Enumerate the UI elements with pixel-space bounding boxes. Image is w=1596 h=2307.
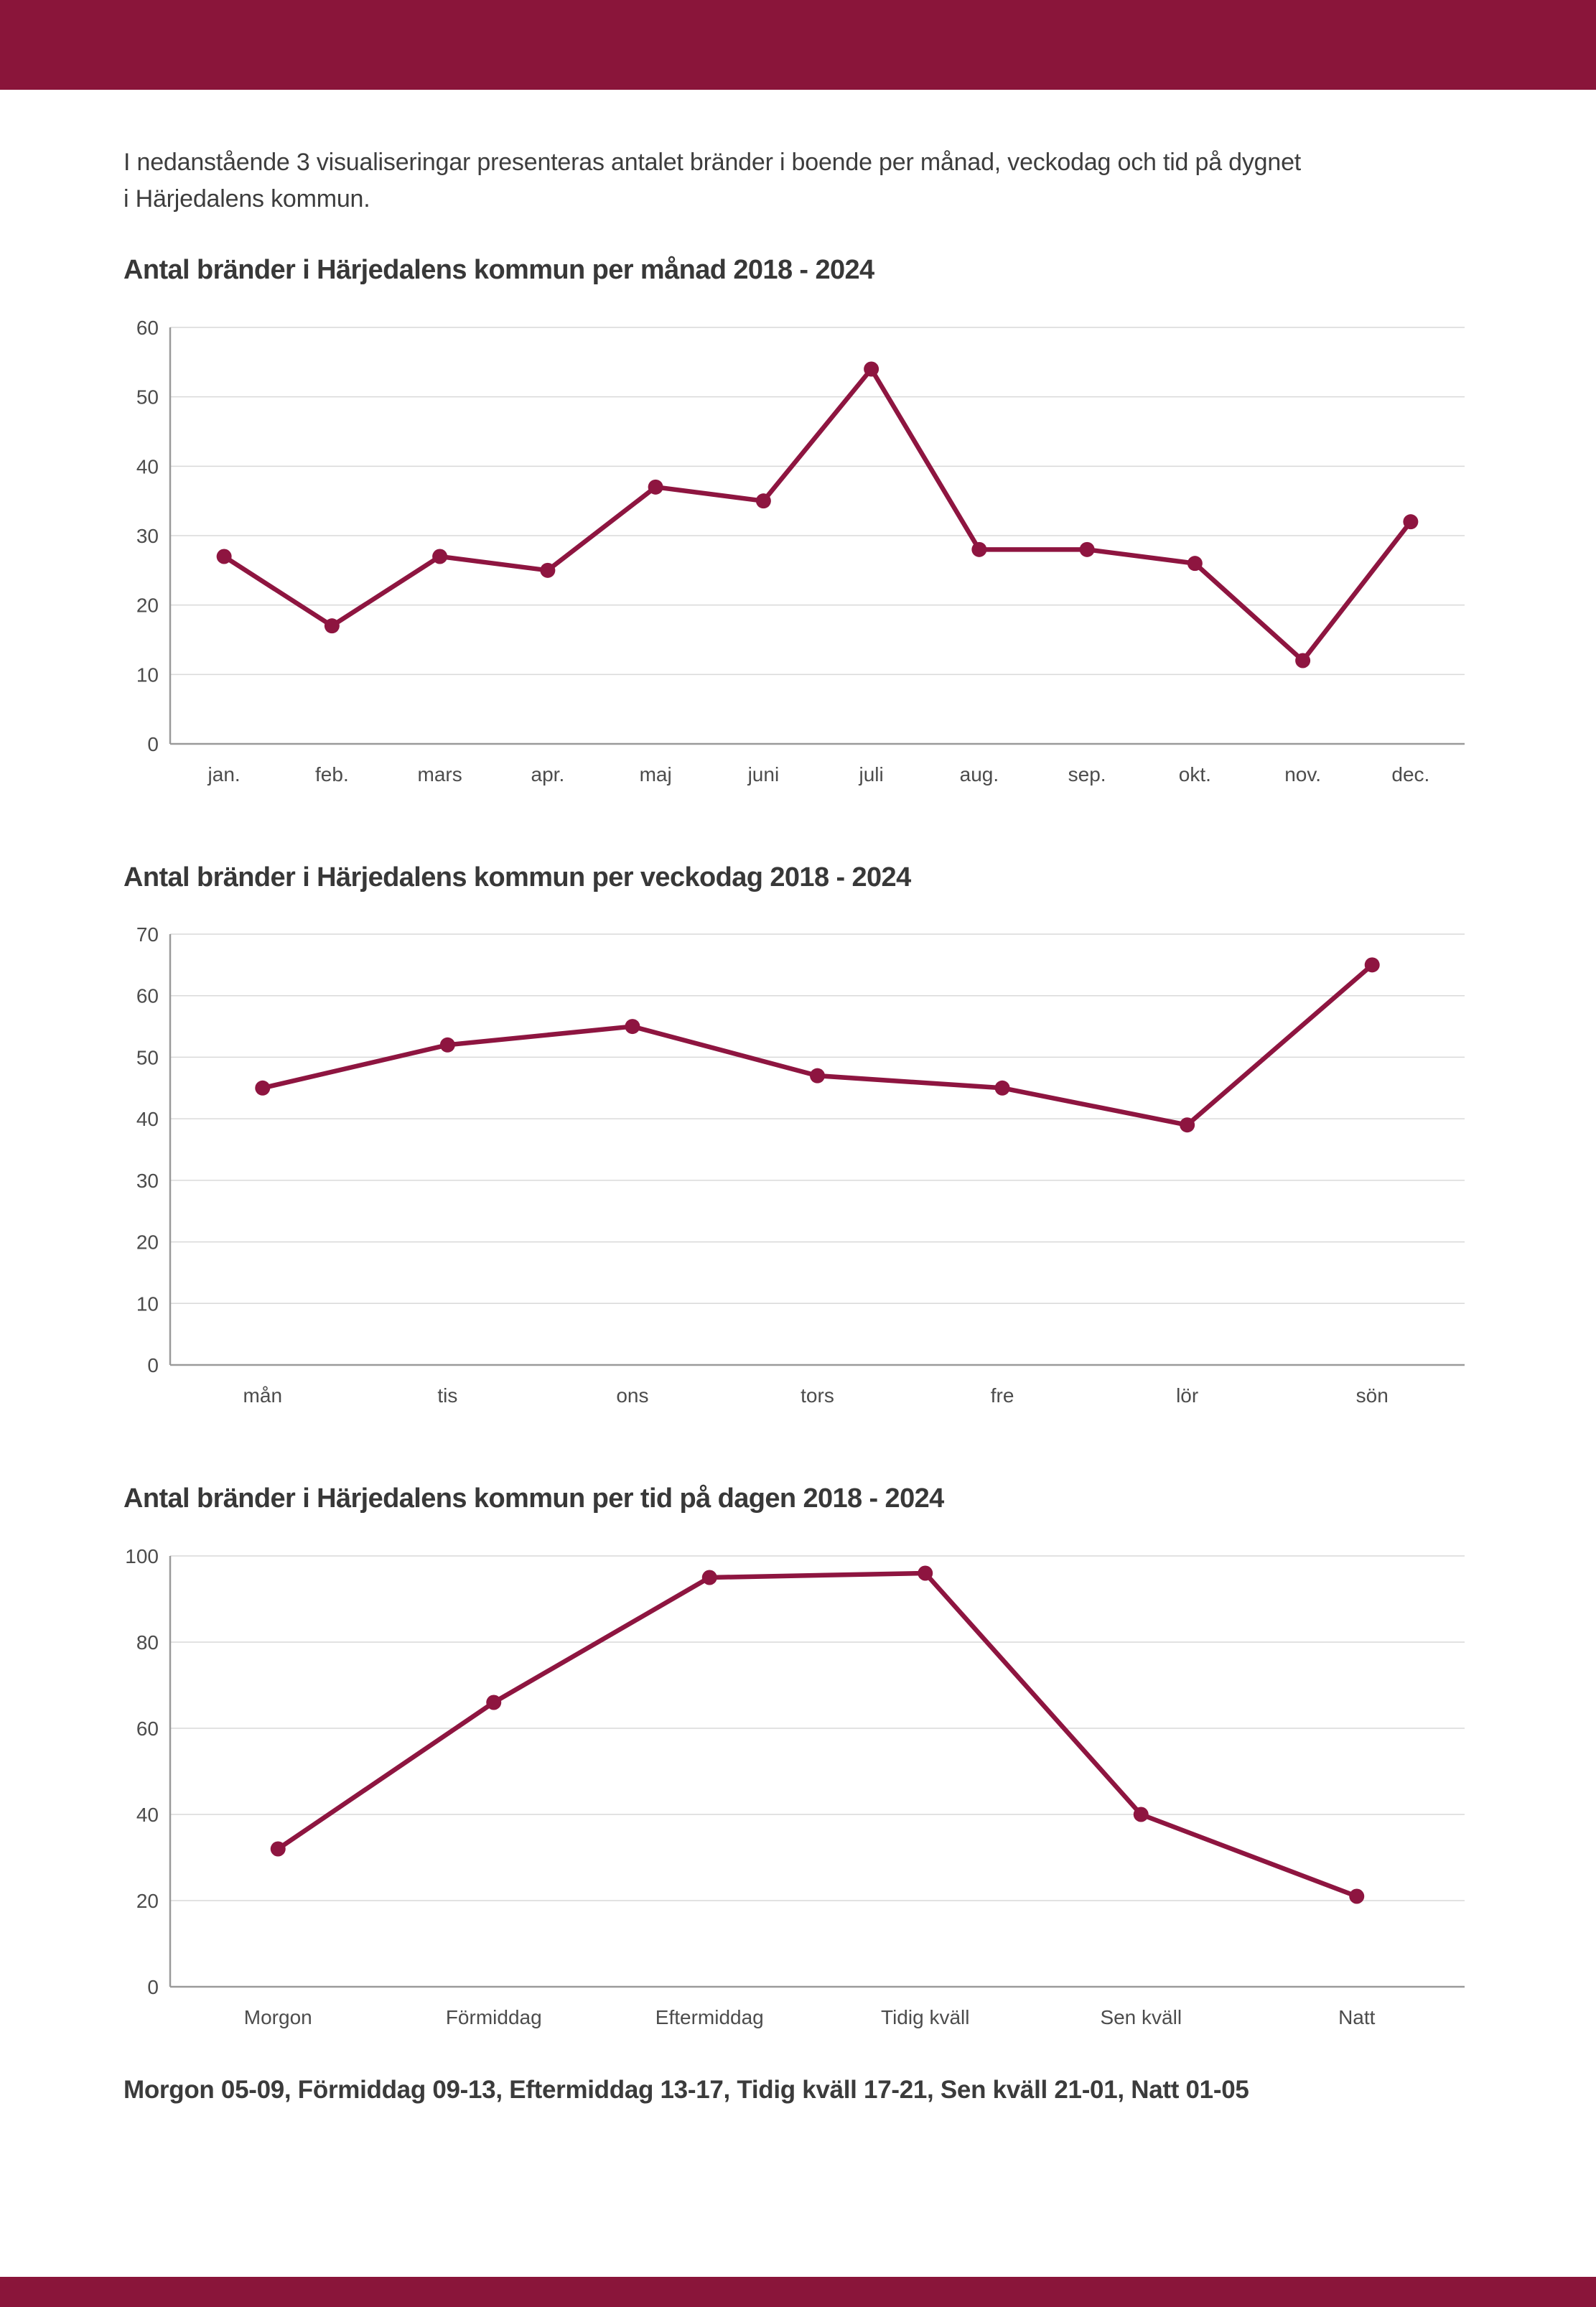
- data-point: [810, 1068, 825, 1084]
- intro-text: I nedanstående 3 visualiseringar present…: [123, 144, 1459, 218]
- data-point: [432, 549, 448, 564]
- y-axis-tick-label: 30: [136, 525, 159, 547]
- data-point: [648, 479, 663, 495]
- data-line: [276, 1570, 1359, 1899]
- x-axis-label: Tidig kväll: [881, 2006, 969, 2028]
- y-axis-tick-label: 60: [136, 985, 159, 1007]
- x-axis-label: aug.: [960, 763, 999, 786]
- x-axis-label: Förmiddag: [446, 2006, 542, 2028]
- y-axis-tick-label: 20: [136, 1231, 159, 1254]
- header-bar: [0, 0, 1596, 90]
- y-axis-tick-label: 20: [136, 594, 159, 616]
- y-axis-tick-label: 0: [147, 1354, 159, 1376]
- data-line: [221, 366, 1414, 663]
- y-axis-tick-label: 60: [136, 1718, 159, 1740]
- x-axis-label: ons: [616, 1384, 648, 1407]
- data-point: [1364, 957, 1380, 973]
- x-axis-label: feb.: [315, 763, 349, 786]
- time-ranges-caption: Morgon 05-09, Förmiddag 09-13, Eftermidd…: [123, 2076, 1249, 2105]
- data-point: [994, 1081, 1010, 1096]
- y-axis-tick-label: 10: [136, 1293, 159, 1315]
- data-point: [1180, 1117, 1195, 1133]
- intro-line-2: i Härjedalens kommun.: [123, 185, 370, 213]
- data-point: [1079, 541, 1095, 557]
- y-axis-tick-label: 40: [136, 1804, 159, 1826]
- y-axis-tick-label: 30: [136, 1170, 159, 1192]
- chart-title-time-of-day: Antal bränder i Härjedalens kommun per t…: [123, 1483, 944, 1514]
- data-point: [755, 493, 771, 508]
- chart-title-month: Antal bränder i Härjedalens kommun per m…: [123, 255, 874, 285]
- line-chart-month: 0 10 20 30 40 50 60 jan. feb. mars apr. maj juni juli…: [136, 317, 1465, 786]
- x-axis-label: juli: [859, 763, 884, 786]
- y-axis-tick-label: 50: [136, 1047, 159, 1069]
- y-axis-tick-label: 20: [136, 1890, 159, 1912]
- data-point: [439, 1038, 455, 1053]
- y-axis-tick-label: 40: [136, 455, 159, 477]
- data-point: [324, 617, 340, 633]
- line-chart-weekday: 0 10 20 30 40 50 60 70 mån tis ons tors fre lör sön: [136, 923, 1465, 1407]
- intro-line-1: I nedanstående 3 visualiseringar present…: [123, 149, 1302, 176]
- x-axis-label: tis: [437, 1384, 457, 1407]
- data-point: [486, 1695, 502, 1710]
- y-axis-tick-label: 80: [136, 1631, 159, 1654]
- x-axis-label: dec.: [1391, 763, 1429, 786]
- y-axis-tick-label: 70: [136, 923, 159, 946]
- x-axis-label: fre: [991, 1384, 1014, 1407]
- y-axis-tick-label: 50: [136, 386, 159, 408]
- x-axis-label: sön: [1356, 1384, 1389, 1407]
- data-point: [540, 562, 556, 578]
- data-point: [625, 1019, 640, 1035]
- y-axis-tick-label: 0: [147, 1976, 159, 1998]
- data-point: [1403, 513, 1419, 529]
- data-point: [255, 1081, 271, 1096]
- line-chart-time-of-day: 0 20 40 60 80 100 Morgon Förmiddag Eftermiddag Ti…: [125, 1545, 1465, 2028]
- x-axis-label: okt.: [1179, 763, 1211, 786]
- x-axis-label: juni: [747, 763, 780, 786]
- x-axis-label: mars: [418, 763, 462, 786]
- data-point: [1187, 555, 1203, 571]
- footer-bar: [0, 2277, 1596, 2307]
- x-axis-label: Morgon: [244, 2006, 312, 2028]
- data-point: [864, 361, 879, 377]
- x-axis-label: tors: [801, 1384, 834, 1407]
- data-point: [1295, 653, 1311, 668]
- chart-section-weekday: Antal bränder i Härjedalens kommun per v…: [0, 862, 1596, 1445]
- y-axis-tick-label: 40: [136, 1109, 159, 1131]
- data-point: [1349, 1888, 1365, 1904]
- data-point: [971, 541, 987, 557]
- data-point: [1133, 1807, 1149, 1822]
- x-axis-label: nov.: [1284, 763, 1321, 786]
- data-line: [260, 962, 1375, 1128]
- x-axis-label: lör: [1176, 1384, 1198, 1407]
- y-axis-tick-label: 100: [125, 1545, 159, 1567]
- x-axis-label: sep.: [1068, 763, 1106, 786]
- x-axis-label: Sen kväll: [1100, 2006, 1182, 2028]
- chart-section-month: Antal bränder i Härjedalens kommun per m…: [0, 255, 1596, 823]
- chart-title-weekday: Antal bränder i Härjedalens kommun per v…: [123, 862, 911, 892]
- y-axis-tick-label: 10: [136, 663, 159, 686]
- x-axis-label: maj: [640, 763, 672, 786]
- y-axis-tick-label: 0: [147, 733, 159, 755]
- data-point: [216, 549, 232, 564]
- x-axis-label: Natt: [1338, 2006, 1376, 2028]
- x-axis-label: mån: [243, 1384, 282, 1407]
- x-axis-label: Eftermiddag: [655, 2006, 764, 2028]
- data-point: [918, 1565, 933, 1581]
- chart-section-time-of-day: Antal bränder i Härjedalens kommun per t…: [0, 1483, 1596, 2066]
- x-axis-label: apr.: [531, 763, 565, 786]
- x-axis-label: jan.: [207, 763, 241, 786]
- y-axis-tick-label: 60: [136, 317, 159, 339]
- data-point: [270, 1841, 286, 1857]
- data-point: [701, 1570, 717, 1585]
